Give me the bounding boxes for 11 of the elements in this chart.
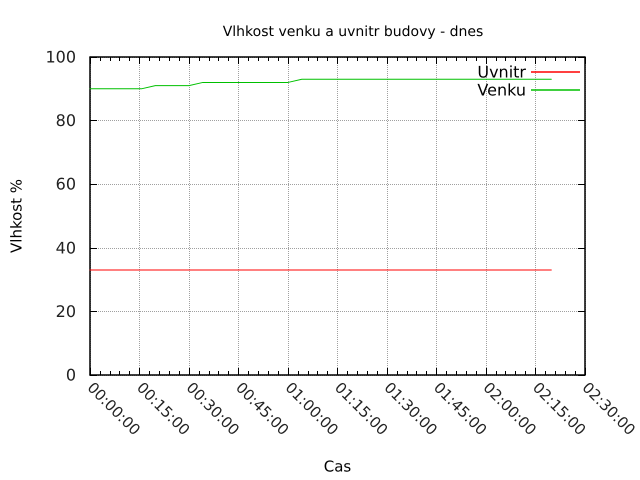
x-axis-title: Cas: [324, 458, 352, 476]
y-tick-label: 40: [56, 238, 76, 258]
y-tick-label: 0: [66, 366, 76, 384]
y-tick-label: 100: [45, 48, 76, 66]
legend-label: Venku: [477, 80, 526, 100]
legend-label: Uvnitr: [477, 62, 526, 82]
y-tick-label: 60: [56, 174, 76, 194]
y-tick-label: 80: [56, 111, 76, 130]
y-axis-title: Vlhkost %: [8, 179, 26, 253]
chart-title: Vlhkost venku a uvnitr budovy - dnes: [222, 24, 484, 40]
y-tick-label: 20: [56, 302, 76, 321]
